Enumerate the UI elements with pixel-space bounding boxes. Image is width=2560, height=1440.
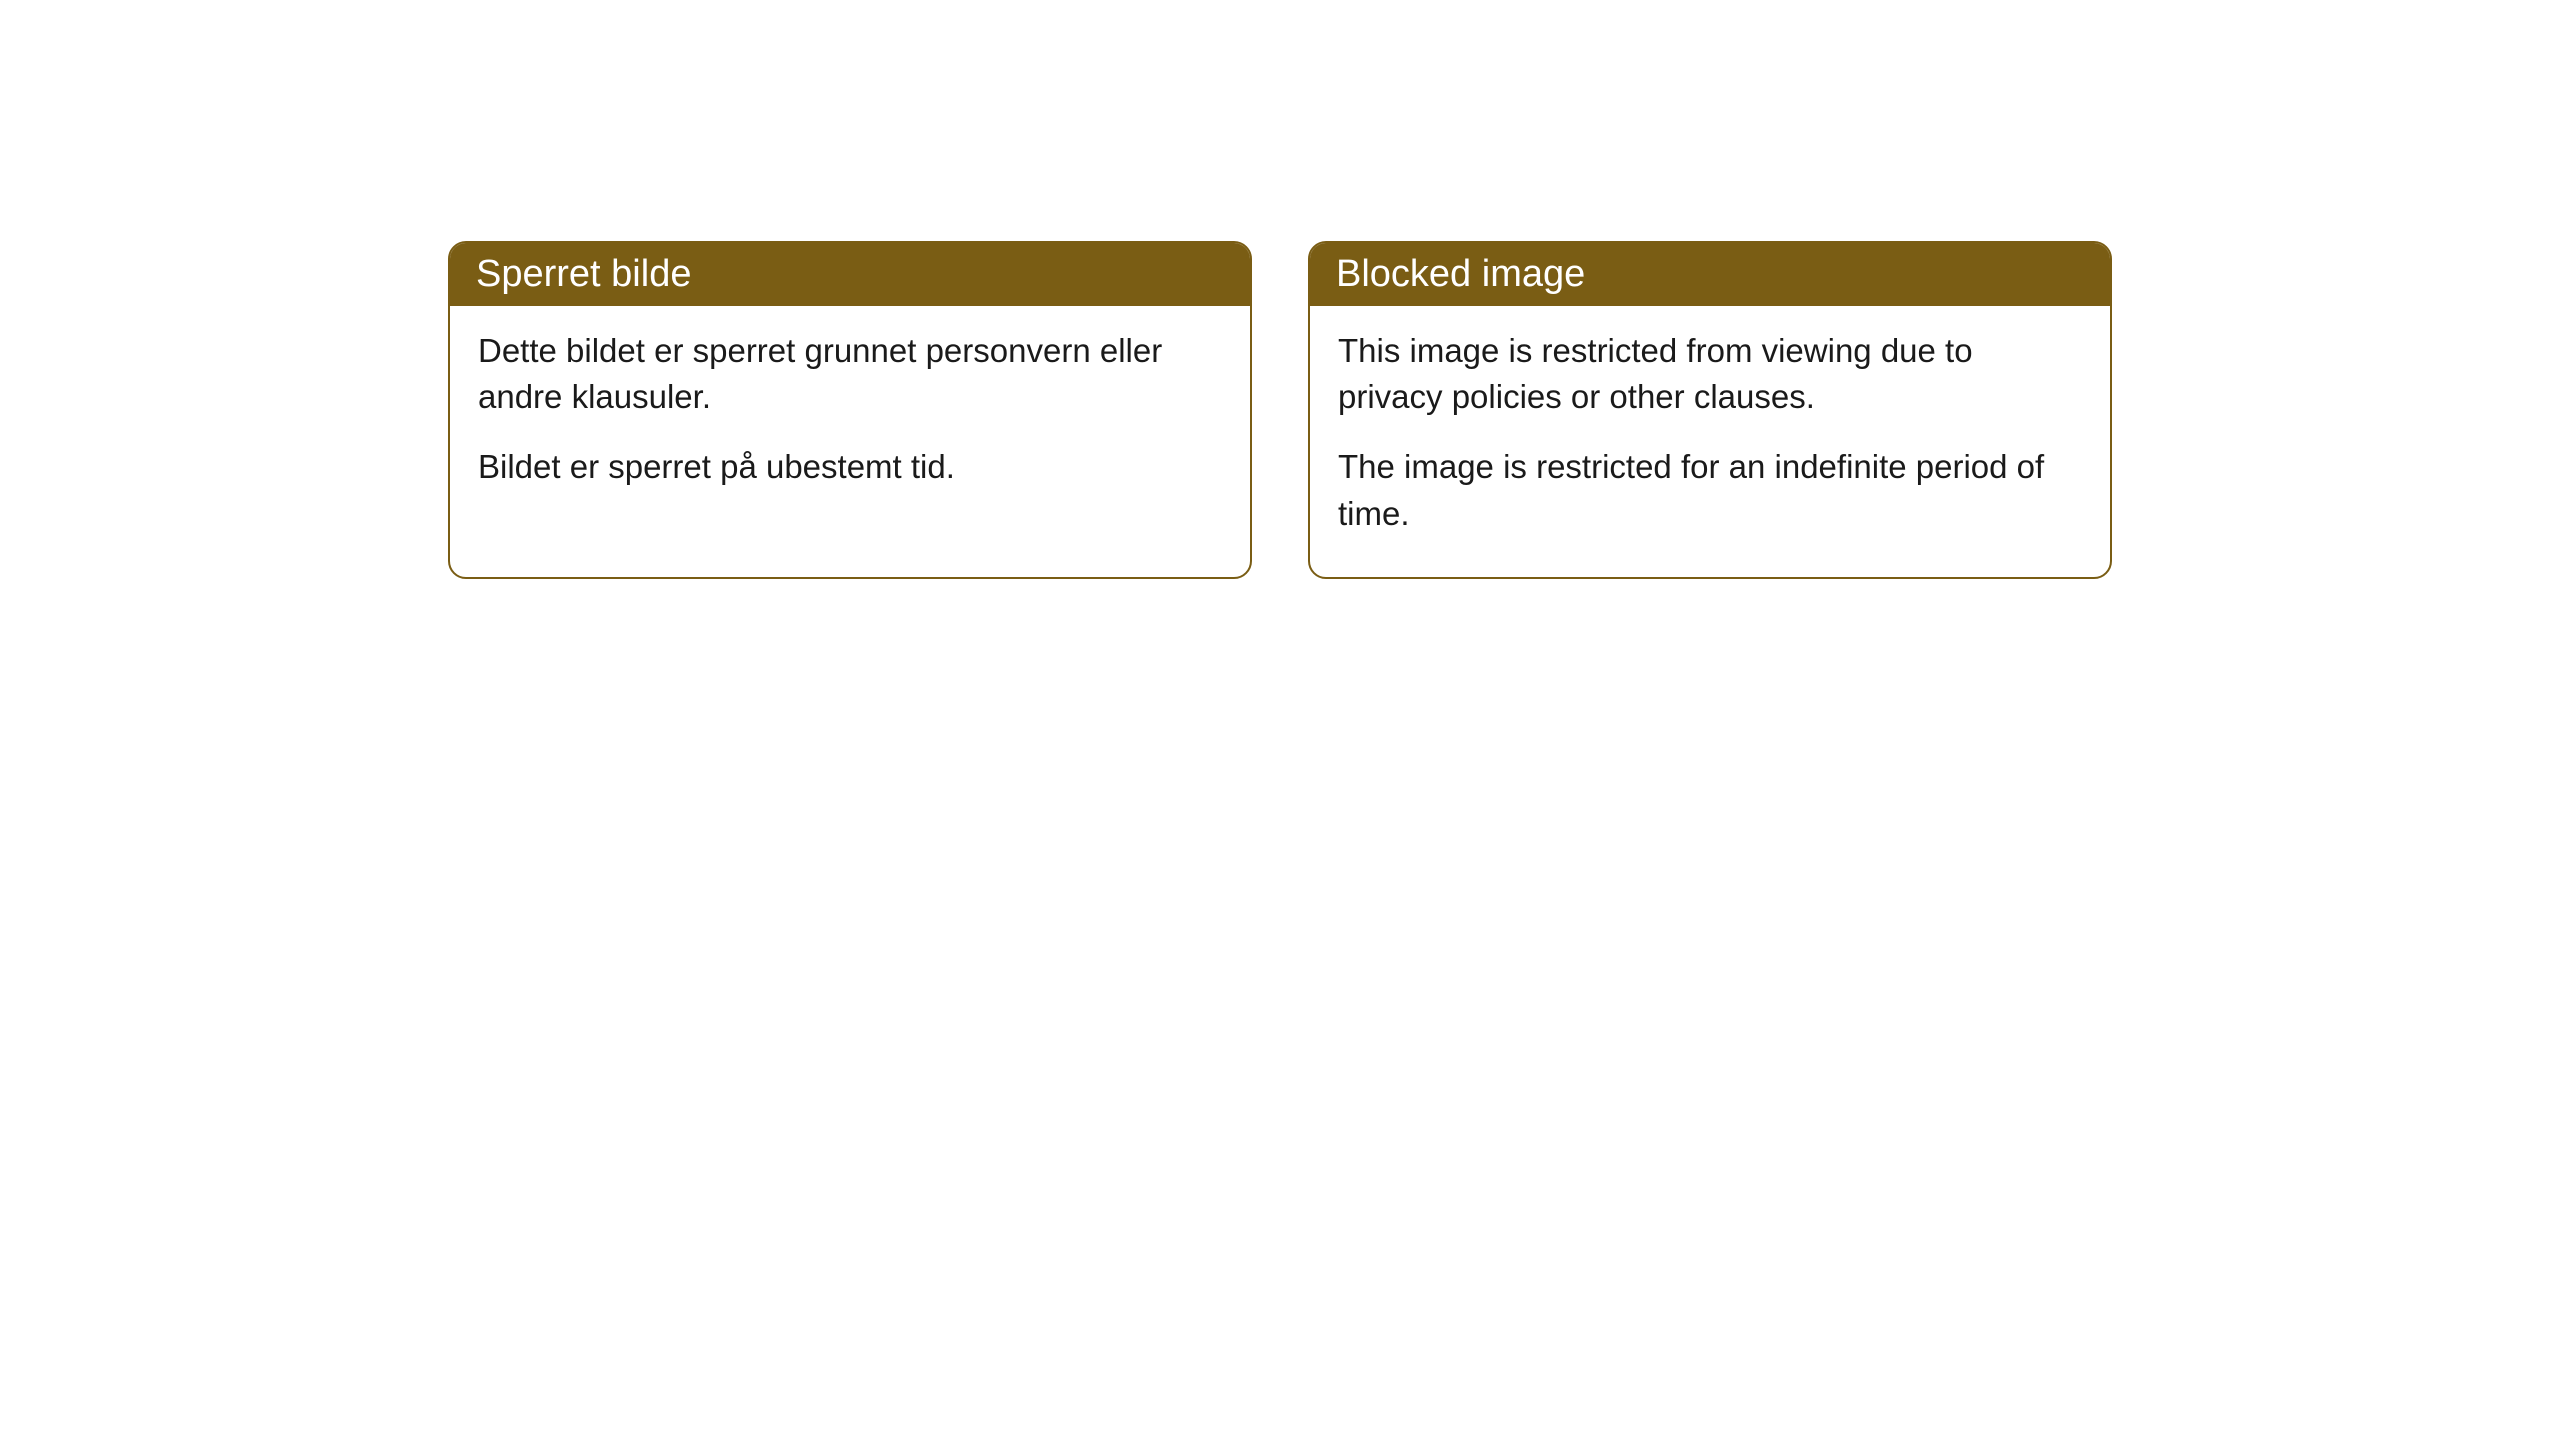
card-header: Blocked image — [1310, 243, 2110, 306]
card-body: Dette bildet er sperret grunnet personve… — [450, 306, 1250, 531]
notice-container: Sperret bilde Dette bildet er sperret gr… — [0, 0, 2560, 579]
card-header: Sperret bilde — [450, 243, 1250, 306]
card-paragraph-2: Bildet er sperret på ubestemt tid. — [478, 444, 1222, 490]
card-paragraph-1: This image is restricted from viewing du… — [1338, 328, 2082, 420]
blocked-image-card-english: Blocked image This image is restricted f… — [1308, 241, 2112, 579]
card-paragraph-1: Dette bildet er sperret grunnet personve… — [478, 328, 1222, 420]
blocked-image-card-norwegian: Sperret bilde Dette bildet er sperret gr… — [448, 241, 1252, 579]
card-body: This image is restricted from viewing du… — [1310, 306, 2110, 577]
card-paragraph-2: The image is restricted for an indefinit… — [1338, 444, 2082, 536]
card-title: Sperret bilde — [476, 253, 691, 295]
card-title: Blocked image — [1336, 253, 1585, 295]
